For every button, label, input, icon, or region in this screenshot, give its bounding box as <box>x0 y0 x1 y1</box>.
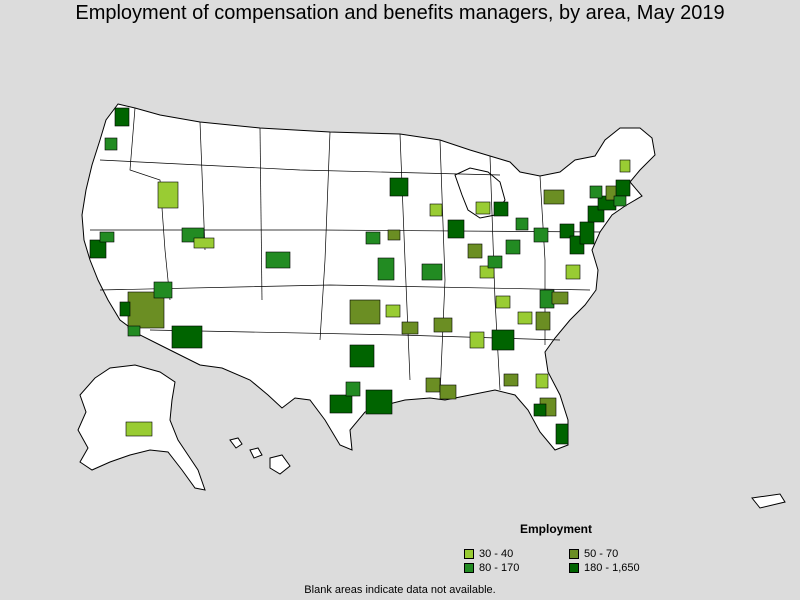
map-area-shaded <box>495 295 511 309</box>
map-area-shaded <box>99 231 115 243</box>
map-area-shaded <box>365 389 393 415</box>
map-area-shaded <box>89 239 107 259</box>
legend-title: Employment <box>520 522 593 536</box>
map-area-shaded <box>589 185 603 199</box>
map-area-shaded <box>429 203 443 217</box>
map-area-shaded <box>349 344 375 368</box>
map-land <box>77 103 786 509</box>
map-area-shaded <box>421 263 443 281</box>
map-area-shaded <box>171 325 203 349</box>
map-area-shaded <box>114 107 130 127</box>
hawaii-1 <box>229 437 243 449</box>
legend-item: 50 - 70 <box>569 548 618 560</box>
legend-label: 50 - 70 <box>584 548 619 560</box>
map-area-shaded <box>387 229 401 241</box>
map-area-shaded <box>385 304 401 318</box>
map-area-shaded <box>365 231 381 245</box>
map-area-shaded <box>401 321 419 335</box>
map-area-shaded <box>479 265 495 279</box>
map-area-shaded <box>503 373 519 387</box>
map-area-shaded <box>127 325 141 337</box>
map-area-shaded <box>533 227 549 243</box>
map-area-shaded <box>505 239 521 255</box>
map-area-shaded <box>389 177 409 197</box>
legend-item: 30 - 40 <box>464 548 513 560</box>
map-area-shaded <box>265 251 291 269</box>
map-area-shaded <box>619 159 631 173</box>
map-area-shaded <box>345 381 361 397</box>
map-area-shaded <box>555 423 569 445</box>
legend-item: 80 - 170 <box>464 562 519 574</box>
map-area-shaded <box>517 311 533 325</box>
map-area-shaded <box>377 257 395 281</box>
map-area-shaded <box>104 137 118 151</box>
map-area-shaded <box>467 243 483 259</box>
legend-label: 80 - 170 <box>479 562 520 574</box>
map-area-shaded <box>193 237 215 249</box>
map-area-shaded <box>153 281 173 299</box>
map-area-shaded <box>439 384 457 400</box>
map-area-shaded <box>493 201 509 217</box>
map-area-shaded <box>551 291 569 305</box>
map-area-shaded <box>615 179 631 197</box>
map-areas <box>89 107 631 445</box>
page-title: Employment of compensation and benefits … <box>75 2 725 24</box>
map-area-shaded <box>433 317 453 333</box>
puerto-rico <box>751 493 786 509</box>
map-area-shaded <box>425 377 441 393</box>
map-area-shaded <box>535 373 549 389</box>
legend-item: 180 - 1,650 <box>569 562 640 574</box>
footnote: Blank areas indicate data not available. <box>304 584 496 596</box>
map-area-shaded <box>349 299 381 325</box>
map-area-shaded <box>515 217 529 231</box>
map-area-shaded <box>487 255 503 269</box>
map-area-shaded <box>559 223 575 239</box>
map-area-shaded <box>119 301 131 317</box>
map-area-shaded <box>125 421 153 437</box>
legend-label: 30 - 40 <box>479 548 514 560</box>
legend-swatch <box>569 549 579 559</box>
map-area-shaded <box>469 331 485 349</box>
map-area-shaded <box>533 403 547 417</box>
map-area-shaded <box>475 201 491 215</box>
hawaii-2 <box>249 447 263 459</box>
map-area-shaded <box>535 311 551 331</box>
map-area-shaded <box>329 394 353 414</box>
legend-swatch <box>464 549 474 559</box>
map-area-shaded <box>447 219 465 239</box>
map-area-shaded <box>491 329 515 351</box>
legend-label: 180 - 1,650 <box>584 562 640 574</box>
legend-swatch <box>569 563 579 573</box>
map-area-shaded <box>157 181 179 209</box>
map-area-shaded <box>543 189 565 205</box>
map-area-shaded <box>579 221 595 245</box>
legend-swatch <box>464 563 474 573</box>
hawaii-3 <box>269 454 291 475</box>
map-area-shaded <box>565 264 581 280</box>
map-area-shaded <box>613 195 627 207</box>
